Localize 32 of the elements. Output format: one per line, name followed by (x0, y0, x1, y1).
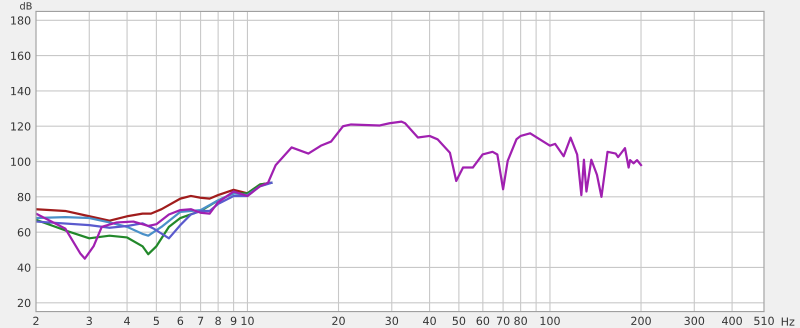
y-axis-title: dB (20, 2, 32, 10)
x-tick-label: 8 (215, 316, 221, 326)
x-tick-label: 100 (540, 316, 560, 326)
x-tick-label: 5 (154, 316, 159, 326)
y-tick-label: 120 (11, 122, 30, 131)
y-tick-label: 40 (18, 263, 30, 272)
x-tick-label: 30 (386, 316, 398, 326)
x-tick-label: 400 (722, 316, 742, 326)
y-tick-label: 60 (18, 228, 30, 237)
x-tick-label: 510 (754, 316, 774, 326)
x-tick-label: 6 (178, 316, 184, 326)
x-tick-label: 2 (33, 316, 38, 325)
x-tick-label: 60 (476, 316, 490, 326)
y-tick-label: 100 (11, 158, 30, 166)
x-tick-label: 3 (86, 316, 92, 326)
x-tick-label: 7 (198, 316, 204, 325)
x-tick-label: 9 (230, 316, 236, 326)
x-tick-label: 10 (242, 316, 254, 326)
x-tick-label: 70 (496, 316, 510, 326)
y-tick-label: 80 (18, 192, 30, 202)
x-tick-label: 200 (631, 316, 651, 326)
x-tick-label: 4 (124, 316, 130, 325)
x-tick-label: 300 (684, 316, 704, 326)
x-axis-title: Hz (782, 318, 794, 326)
y-tick-label: 160 (11, 52, 30, 60)
x-tick-label: 50 (452, 316, 466, 326)
y-tick-label: 140 (11, 86, 30, 96)
x-tick-label: 20 (332, 316, 345, 326)
y-tick-label: 20 (18, 298, 30, 308)
x-tick-label: 80 (514, 316, 527, 326)
x-tick-label: 40 (423, 316, 436, 326)
y-tick-label: 180 (11, 16, 30, 25)
